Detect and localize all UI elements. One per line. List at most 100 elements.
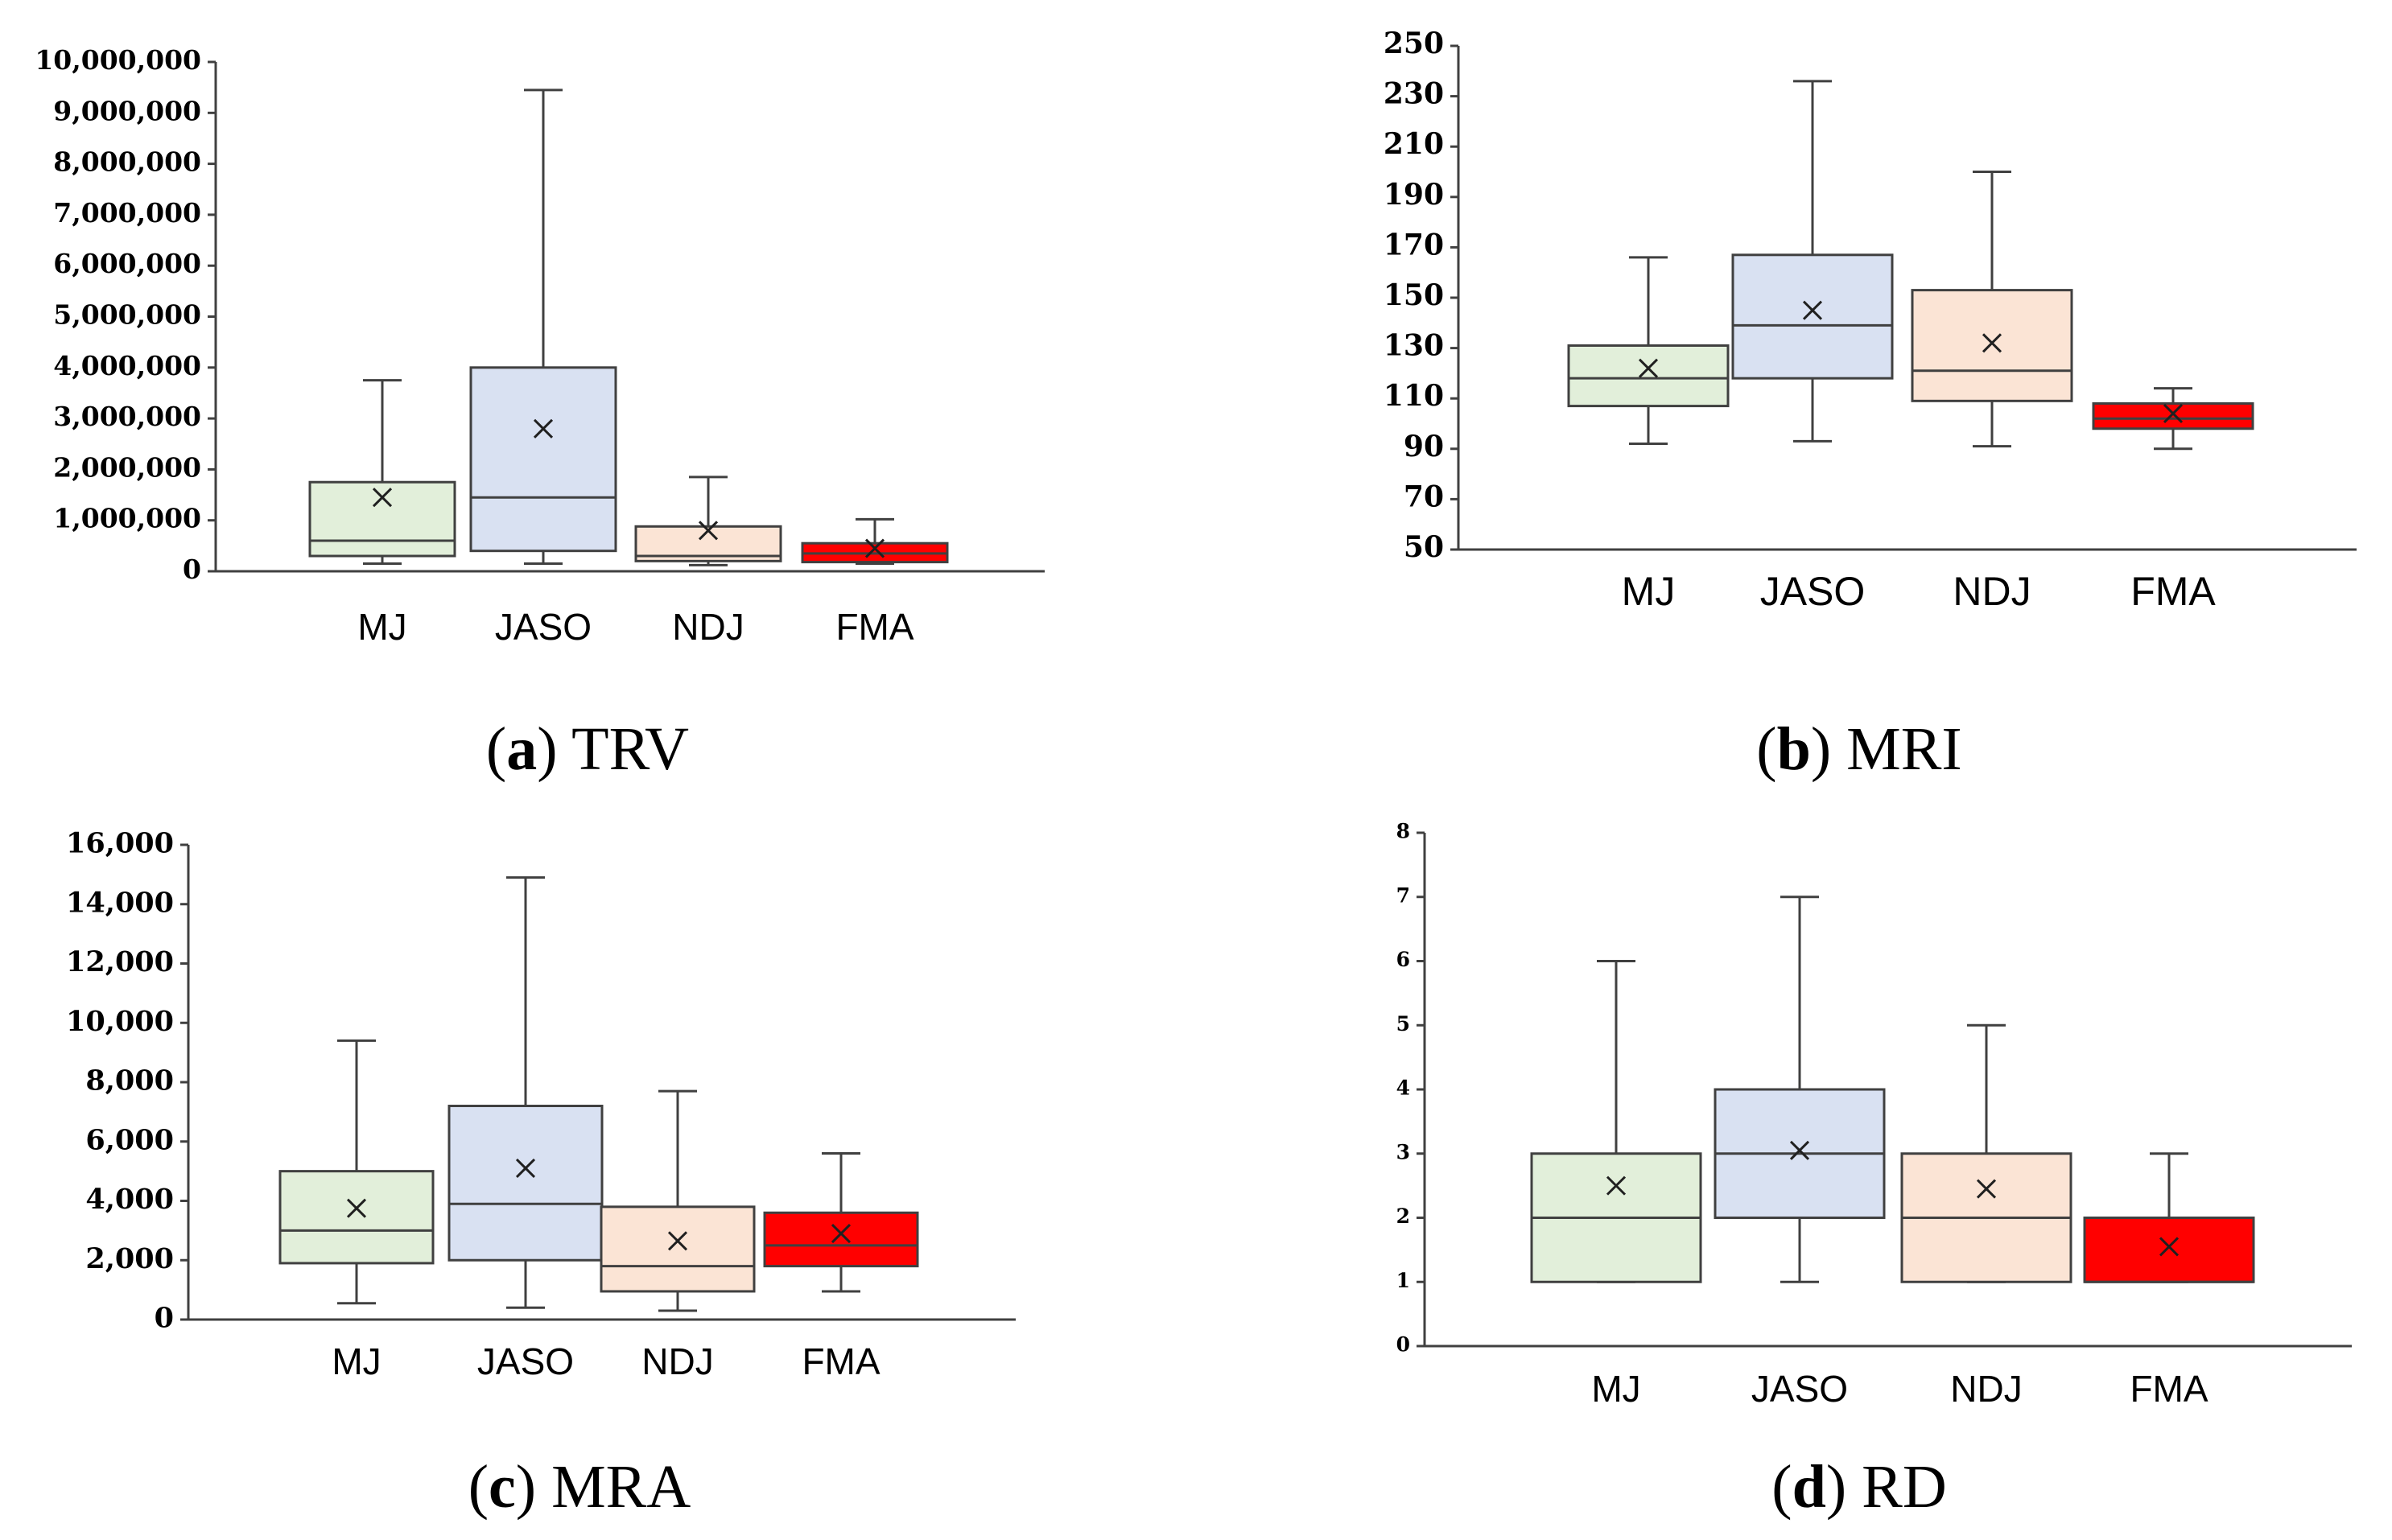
mean-marker <box>831 1224 852 1244</box>
box-ndj <box>600 1205 756 1293</box>
box-jaso <box>1731 253 1894 380</box>
y-tick-label: 8 <box>1396 820 1410 843</box>
rd-boxplot: 0 1 2 3 4 5 6 7 8 MJ JASO NDJ FMA <box>1396 820 2352 1410</box>
category-label: FMA <box>835 606 913 648</box>
y-tick-label: 3,000,000 <box>53 401 201 432</box>
mean-marker <box>1789 1140 1810 1160</box>
category-label: JASO <box>495 606 592 648</box>
mean-marker <box>372 488 393 508</box>
mean-marker <box>667 1231 688 1251</box>
y-tick-label: 4,000 <box>85 1183 174 1216</box>
box-jaso <box>447 1105 604 1262</box>
y-tick-label: 90 <box>1404 430 1444 463</box>
y-tick-label: 5,000,000 <box>53 299 201 331</box>
y-tick-label: 0 <box>183 554 201 585</box>
box-mj <box>308 480 456 558</box>
y-tick-label: 1,000,000 <box>53 503 201 534</box>
box-fma <box>2092 401 2254 430</box>
mean-marker <box>515 1158 536 1178</box>
category-label: FMA <box>802 1340 880 1382</box>
caption-letter: a <box>506 715 538 783</box>
mean-marker <box>864 538 885 558</box>
y-tick-label: 50 <box>1404 530 1444 564</box>
mean-marker <box>1802 300 1823 320</box>
y-tick-label: 6,000 <box>85 1123 174 1156</box>
category-label: FMA <box>2130 569 2216 614</box>
y-tick-label: 10,000,000 <box>35 44 201 76</box>
mean-marker <box>2163 403 2184 424</box>
mean-marker <box>1606 1176 1627 1196</box>
category-label: NDJ <box>672 606 744 648</box>
category-label: MJ <box>1591 1368 1640 1410</box>
mra-boxplot: 0 2,000 4,000 6,000 8,000 10,000 12,000 14,000 1… <box>66 827 1016 1382</box>
category-label: JASO <box>477 1340 574 1382</box>
y-tick-label: 5 <box>1396 1012 1410 1036</box>
y-tick-label: 7,000,000 <box>53 197 201 229</box>
y-tick-label: 70 <box>1404 480 1444 513</box>
chart-panel-trv: 0 1,000,000 2,000,000 3,000,000 4,000,000 5,0… <box>0 0 1062 708</box>
chart-panel-rd: 0 1 2 3 4 5 6 7 8 MJ JASO NDJ FMA <box>1288 797 2392 1440</box>
box-mj <box>278 1170 435 1265</box>
y-tick-label: 1 <box>1396 1269 1410 1292</box>
mean-marker <box>698 521 719 541</box>
caption-title: TRV <box>571 715 690 783</box>
box-jaso <box>469 366 617 553</box>
category-label: NDJ <box>1953 569 2031 614</box>
caption-trv: (a) TRV <box>485 715 690 783</box>
caption-mra: (c) MRA <box>468 1453 691 1521</box>
y-tick-label: 12,000 <box>66 945 174 978</box>
caption-title: MRA <box>551 1453 691 1521</box>
box-fma <box>763 1211 919 1268</box>
mean-marker <box>346 1198 367 1218</box>
category-label: MJ <box>1622 569 1676 614</box>
y-tick-label: 6,000,000 <box>53 248 201 279</box>
mean-marker <box>2159 1237 2180 1257</box>
y-tick-label: 2,000,000 <box>53 451 201 483</box>
y-tick-label: 4 <box>1396 1077 1410 1100</box>
y-tick-label: 0 <box>155 1302 174 1335</box>
y-tick-label: 16,000 <box>66 827 174 860</box>
y-tick-label: 0 <box>1396 1333 1410 1357</box>
mean-marker <box>1976 1179 1997 1199</box>
caption-title: RD <box>1862 1453 1947 1521</box>
chart-panel-mri: 50 70 90 110 130 150 170 190 210 230 250 MJ JASO NDJ F… <box>1288 0 2392 708</box>
y-tick-label: 170 <box>1384 228 1444 261</box>
category-label: NDJ <box>1950 1368 2022 1410</box>
y-tick-label: 2,000 <box>85 1242 174 1275</box>
category-label: FMA <box>2130 1368 2208 1410</box>
mri-boxplot: 50 70 90 110 130 150 170 190 210 230 250 MJ JASO NDJ F… <box>1384 27 2357 614</box>
caption-letter: b <box>1776 715 1811 783</box>
trv-boxplot: 0 1,000,000 2,000,000 3,000,000 4,000,000 5,0… <box>35 44 1045 648</box>
category-label: JASO <box>1751 1368 1848 1410</box>
caption-letter: c <box>489 1453 516 1521</box>
y-tick-label: 2 <box>1396 1204 1410 1228</box>
y-tick-label: 8,000,000 <box>53 146 201 178</box>
y-tick-label: 3 <box>1396 1140 1410 1163</box>
mean-marker <box>533 418 554 439</box>
y-tick-label: 110 <box>1384 379 1444 413</box>
chart-panel-mra: 0 2,000 4,000 6,000 8,000 10,000 12,000 14,000 1… <box>0 797 1062 1440</box>
caption-rd: (d) RD <box>1771 1453 1947 1521</box>
caption-letter: d <box>1792 1453 1826 1521</box>
y-tick-label: 6 <box>1396 948 1410 971</box>
y-tick-label: 10,000 <box>66 1005 174 1038</box>
caption-title: MRI <box>1846 715 1962 783</box>
category-label: MJ <box>332 1340 381 1382</box>
y-tick-label: 7 <box>1396 883 1410 907</box>
mean-marker <box>1982 333 2002 353</box>
mean-marker <box>1638 358 1659 378</box>
y-tick-label: 8,000 <box>85 1064 174 1097</box>
box-ndj <box>1911 289 2073 402</box>
y-tick-label: 4,000,000 <box>53 350 201 381</box>
y-tick-label: 190 <box>1384 178 1444 212</box>
y-tick-label: 210 <box>1384 127 1444 161</box>
y-tick-label: 130 <box>1384 329 1444 363</box>
y-tick-label: 230 <box>1384 77 1444 111</box>
y-tick-label: 14,000 <box>66 886 174 919</box>
caption-mri: (b) MRI <box>1756 715 1962 783</box>
box-fma <box>2083 1217 2255 1283</box>
category-label: JASO <box>1760 569 1866 614</box>
category-label: NDJ <box>641 1340 713 1382</box>
box-mj <box>1567 344 1730 408</box>
y-tick-label: 9,000,000 <box>53 95 201 126</box>
